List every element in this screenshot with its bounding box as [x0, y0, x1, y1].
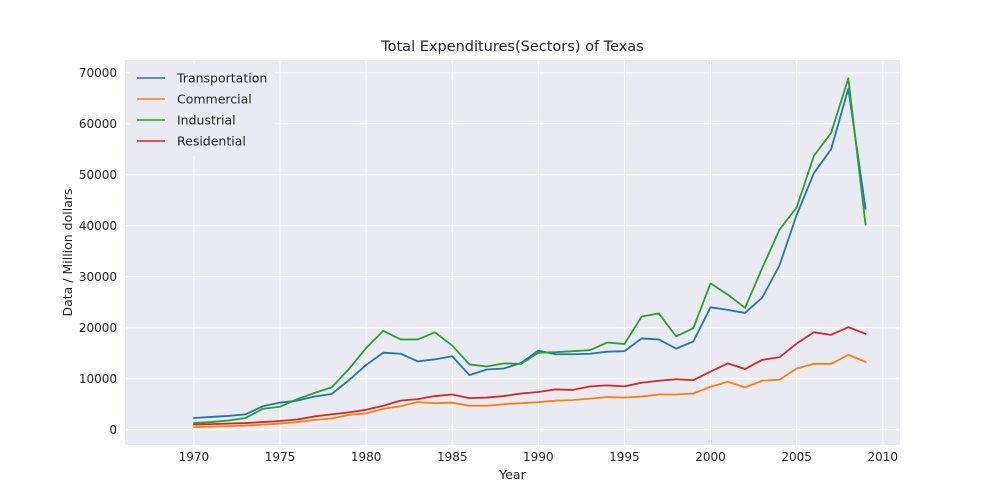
series-line-residential [192, 326, 867, 426]
y-tick-label: 40000 [79, 219, 117, 233]
legend-label-industrial: Industrial [177, 113, 236, 128]
tick-labels: 1970 1975 1980 1985 1990 1995 2000 2005 2010 0 100… [79, 66, 898, 464]
legend-label-transportation: Transportation [176, 71, 267, 86]
x-tick-label: 1985 [437, 450, 468, 464]
legend-box [130, 64, 275, 156]
chart-title: Total Expenditures(Sectors) of Texas [380, 39, 644, 55]
x-tick-label: 2010 [868, 450, 899, 464]
x-tick-label: 1995 [609, 450, 640, 464]
x-tick-label: 1970 [179, 450, 210, 464]
x-axis-label: Year [498, 467, 526, 482]
x-tick-label: 1990 [523, 450, 554, 464]
x-tick-label: 1975 [265, 450, 296, 464]
y-tick-label: 60000 [79, 117, 117, 131]
series-line-transportation [192, 87, 867, 419]
y-tick-label: 0 [109, 423, 117, 437]
y-tick-label: 30000 [79, 270, 117, 284]
series-line-industrial [192, 77, 867, 424]
x-tick-label: 1980 [351, 450, 382, 464]
y-tick-label: 70000 [79, 66, 117, 80]
legend-label-commercial: Commercial [177, 92, 252, 107]
legend: Transportation Commercial Industrial Res… [130, 64, 275, 156]
x-tick-label: 2005 [781, 450, 812, 464]
series-lines [192, 77, 867, 429]
y-axis-label: Data / Million dollars [60, 188, 75, 316]
grid [125, 60, 900, 445]
legend-label-residential: Residential [177, 134, 246, 149]
x-tick-label: 2000 [695, 450, 726, 464]
y-tick-label: 50000 [79, 168, 117, 182]
y-tick-label: 20000 [79, 321, 117, 335]
series-line-commercial [192, 353, 867, 429]
y-tick-label: 10000 [79, 372, 117, 386]
